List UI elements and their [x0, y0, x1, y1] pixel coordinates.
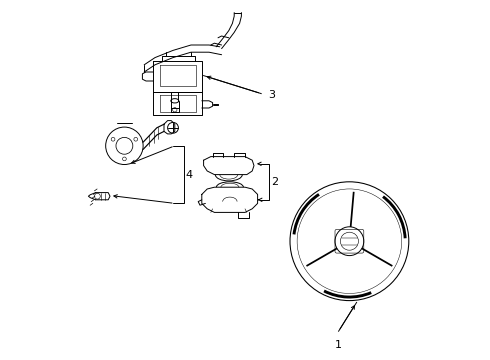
Text: 4: 4	[186, 170, 193, 180]
Text: 1: 1	[335, 340, 342, 350]
Text: 3: 3	[269, 90, 275, 100]
Text: 2: 2	[271, 177, 278, 187]
